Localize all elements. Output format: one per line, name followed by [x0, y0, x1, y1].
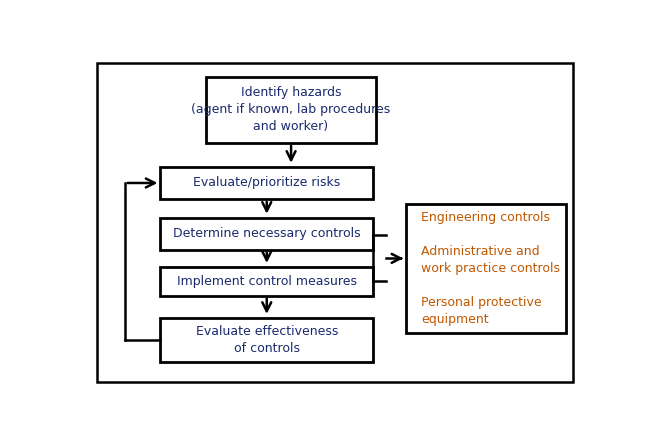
Bar [160, 217, 373, 250]
Bar [160, 167, 373, 199]
Bar [406, 204, 566, 333]
Text: Evaluate/prioritize risks: Evaluate/prioritize risks [193, 176, 340, 189]
Text: Identify hazards
(agent if known, lab procedures
and worker): Identify hazards (agent if known, lab pr… [191, 86, 390, 133]
Bar [206, 77, 376, 143]
Bar [160, 267, 373, 296]
Text: Determine necessary controls: Determine necessary controls [173, 227, 360, 240]
Bar [160, 318, 373, 362]
Text: Implement control measures: Implement control measures [177, 275, 356, 288]
Text: Evaluate effectiveness
of controls: Evaluate effectiveness of controls [196, 325, 338, 355]
Text: Engineering controls

Administrative and
work practice controls

Personal protec: Engineering controls Administrative and … [421, 211, 560, 326]
